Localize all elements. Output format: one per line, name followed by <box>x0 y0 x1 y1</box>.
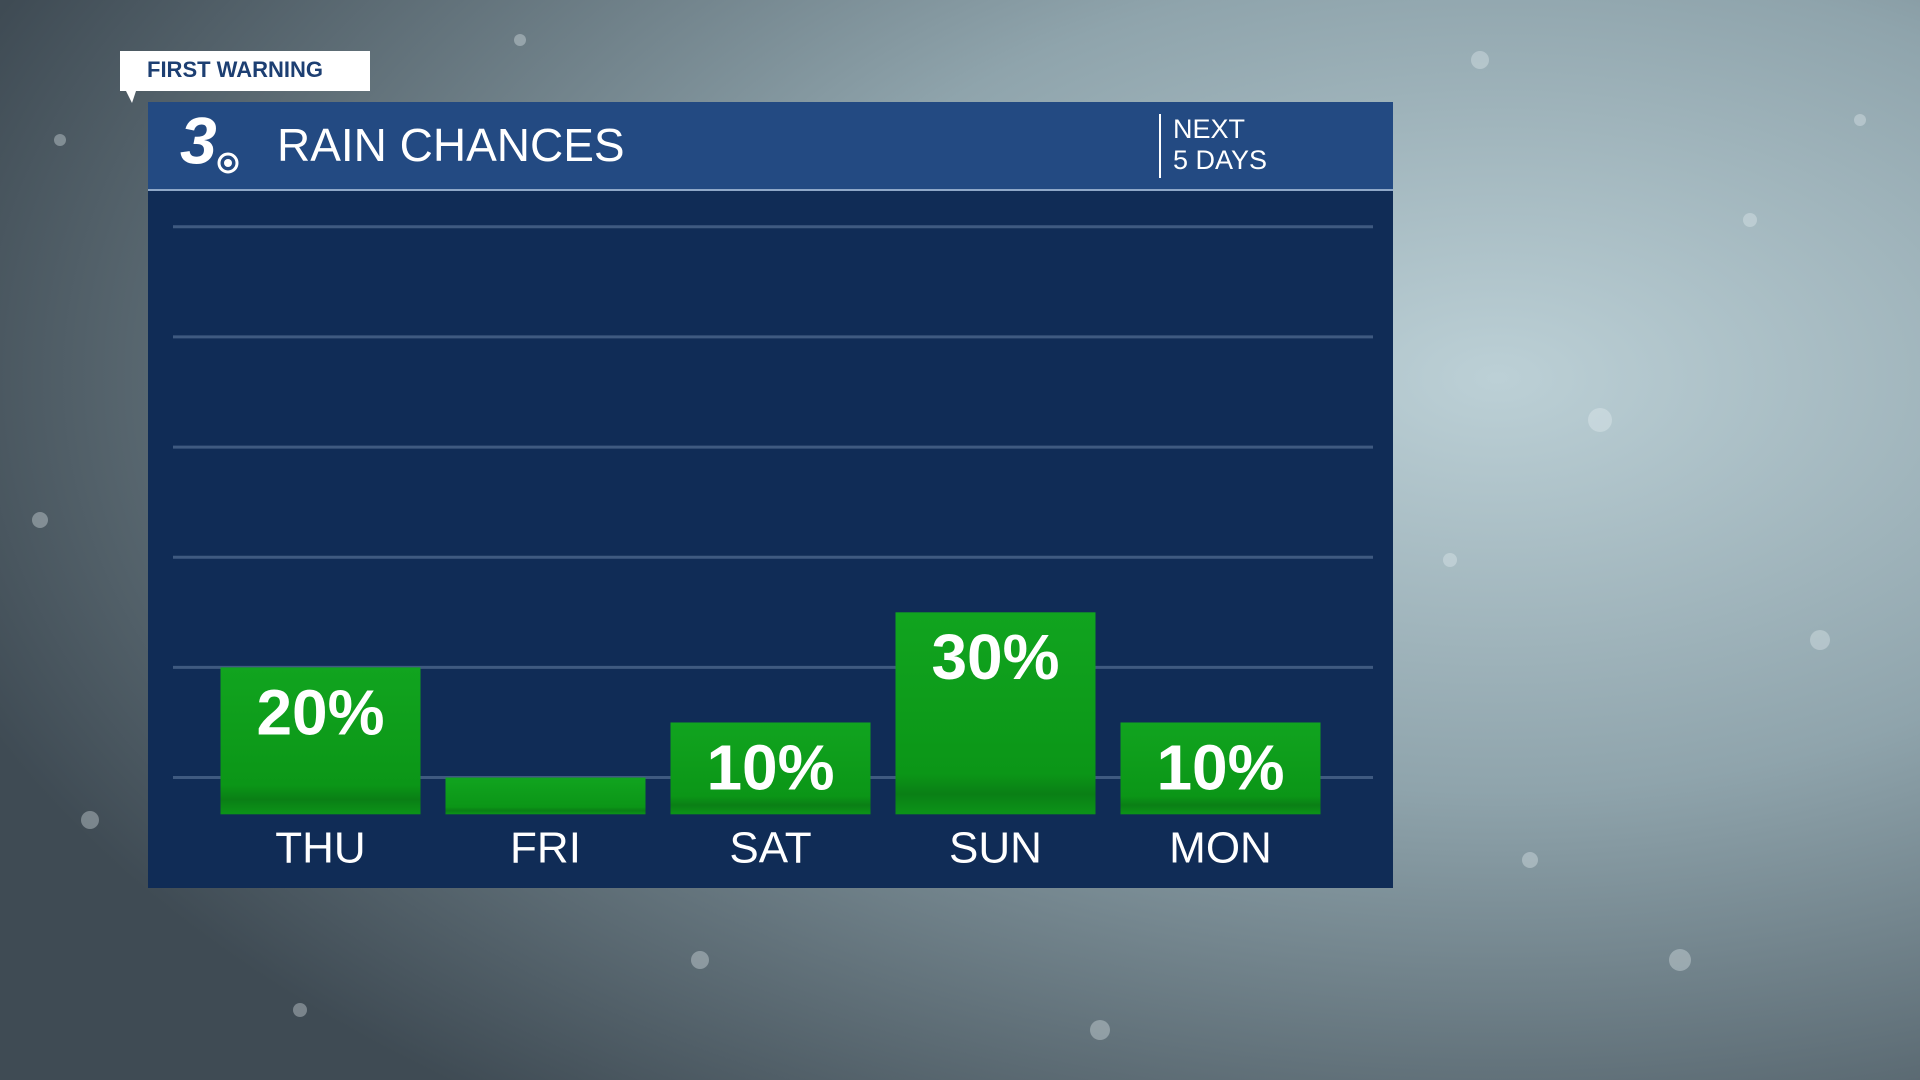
x-tick-label: MON <box>1169 824 1272 873</box>
x-tick-label: SUN <box>949 824 1042 873</box>
logo-eye <box>217 152 239 174</box>
logo: 3 <box>180 103 217 177</box>
data-label: 10% <box>1156 731 1284 803</box>
x-tick-label: THU <box>275 824 365 873</box>
rain-drops <box>32 34 1866 1040</box>
badge-box <box>120 51 370 103</box>
bar <box>895 612 1096 815</box>
x-tick-label: FRI <box>510 824 581 873</box>
data-label: 10% <box>706 731 834 803</box>
data-label: 30% <box>931 621 1059 693</box>
data-label: 20% <box>256 676 384 748</box>
panel-header <box>148 102 1393 190</box>
bar <box>220 667 421 815</box>
chart-title: RAIN CHANCES <box>277 119 625 171</box>
badge-text: FIRST WARNING <box>147 57 323 82</box>
bar <box>670 722 871 815</box>
chart-subtitle: NEXT <box>1173 114 1245 144</box>
x-tick-label: SAT <box>729 824 811 873</box>
bar <box>445 777 646 815</box>
chart-subtitle: 5 DAYS <box>1173 145 1267 175</box>
bar <box>1120 722 1321 815</box>
logo-pupil <box>224 159 232 167</box>
